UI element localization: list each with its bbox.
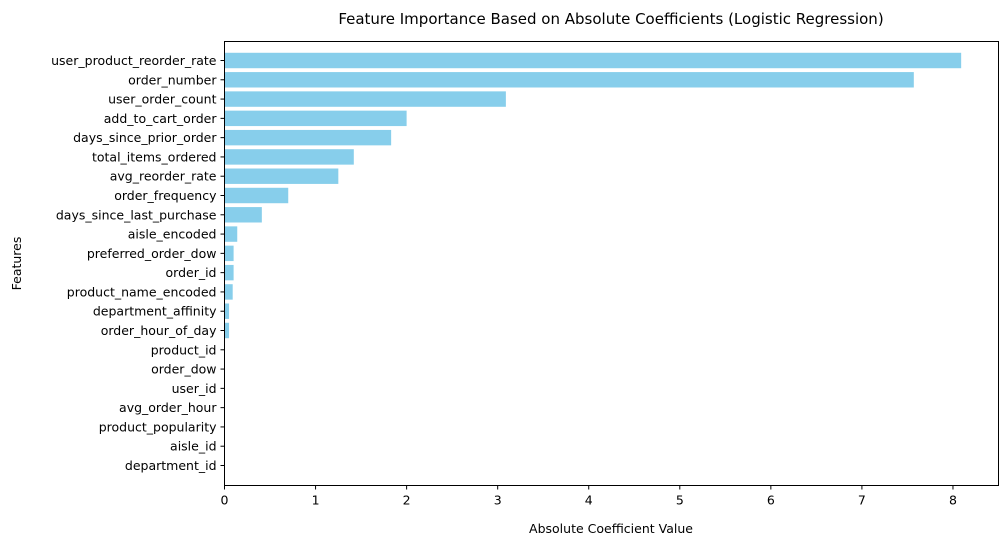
y-tick-label: user_order_count — [108, 92, 216, 107]
y-tick-label: department_affinity — [93, 304, 217, 319]
bar-add-to-cart-order — [224, 110, 407, 127]
y-axis-ticks: user_product_reorder_rate order_numberuse… — [51, 53, 225, 473]
bars-group — [224, 52, 962, 339]
y-tick-label: order_number — [128, 72, 217, 87]
y-tick-label: preferred_order_dow — [87, 246, 217, 261]
x-tick-label: 5 — [676, 493, 684, 508]
y-tick-label: aisle_encoded — [128, 227, 217, 242]
y-tick-label: order_dow — [151, 362, 216, 377]
x-axis-ticks: 0 1 2 3 4 5 6 7 8 — [221, 485, 957, 508]
y-tick-label: department_id — [125, 458, 217, 473]
y-tick-label: order_frequency — [114, 188, 217, 203]
x-axis-title: Absolute Coefficient Value — [529, 521, 693, 536]
bar-avg-reorder-rate — [224, 168, 339, 184]
y-tick-label: product_id — [151, 342, 217, 357]
bar-total-items-ordered — [224, 149, 354, 165]
bar-order-id — [224, 264, 234, 281]
y-axis-title: Features — [9, 237, 24, 291]
bar-user-order-count — [224, 91, 506, 107]
bar-preferred-order-dow — [224, 245, 234, 262]
y-tick-label: avg_order_hour — [119, 400, 217, 415]
y-tick-label: order_hour_of_day — [101, 323, 217, 338]
bar-days-since-prior-order — [224, 129, 392, 146]
y-tick-label: user_product_reorder_rate — [51, 53, 217, 68]
bar-aisle-encoded — [224, 226, 238, 242]
bar-order-frequency — [224, 187, 289, 204]
bar-product-name-encoded — [224, 284, 233, 300]
x-tick-label: 4 — [585, 493, 593, 508]
y-tick-label: aisle_id — [170, 439, 216, 454]
bar-user-product-reorder-rate — [224, 52, 962, 69]
bar-days-since-last-purchase — [224, 207, 262, 223]
bar-order-hour-of-day — [224, 322, 230, 339]
chart-title: Feature Importance Based on Absolute Coe… — [338, 10, 883, 28]
y-tick-label: avg_reorder_rate — [110, 169, 217, 184]
x-tick-label: 1 — [312, 493, 320, 508]
bar-department-affinity — [224, 303, 230, 319]
y-tick-label: days_since_last_purchase — [56, 207, 217, 222]
y-tick-label: user_id — [172, 381, 217, 396]
x-tick-label: 0 — [221, 493, 229, 508]
bar-order-number — [224, 72, 914, 88]
x-tick-label: 6 — [767, 493, 775, 508]
y-tick-label: product_popularity — [99, 419, 217, 434]
y-tick-label: product_name_encoded — [67, 284, 217, 299]
plot-frame — [224, 41, 999, 486]
x-tick-label: 7 — [858, 493, 866, 508]
y-tick-label: days_since_prior_order — [73, 130, 217, 145]
x-tick-label: 8 — [949, 493, 957, 508]
y-tick-label: order_id — [166, 265, 217, 280]
y-tick-label: add_to_cart_order — [104, 111, 218, 126]
x-tick-label: 3 — [494, 493, 502, 508]
x-tick-label: 2 — [403, 493, 411, 508]
y-tick-label: total_items_ordered — [92, 149, 217, 164]
